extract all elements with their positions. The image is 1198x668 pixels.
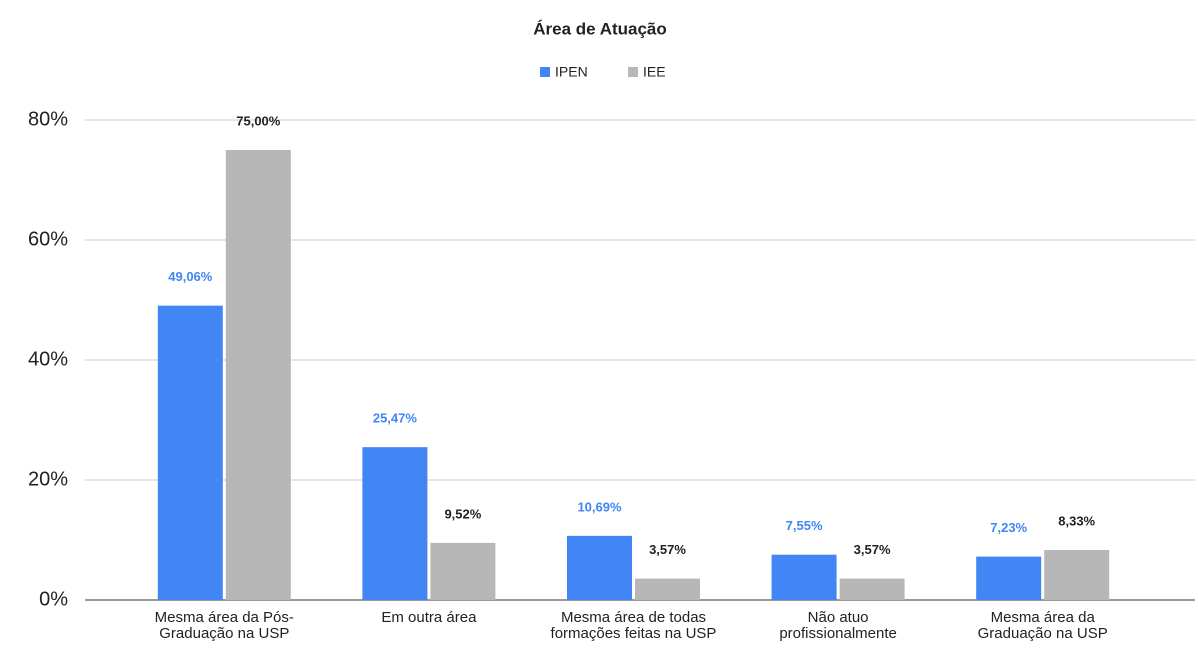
y-tick-label: 40% [28, 348, 68, 370]
y-tick-label: 60% [28, 228, 68, 250]
data-label: 3,57% [854, 542, 891, 557]
data-label: 10,69% [577, 499, 622, 514]
data-label: 75,00% [236, 113, 281, 128]
data-label: 25,47% [373, 411, 418, 426]
x-tick-label: Mesma área da Pós-Graduação na USP [154, 609, 294, 642]
legend-label: IEE [643, 64, 666, 80]
data-label: 7,55% [786, 518, 823, 533]
bar [976, 556, 1042, 600]
bar [362, 447, 428, 600]
x-tick-label: Não atuo profissionalmente [779, 609, 897, 642]
data-label: 49,06% [168, 269, 213, 284]
bar [1044, 550, 1110, 600]
y-tick-label: 20% [28, 468, 68, 490]
legend-swatch [540, 67, 550, 77]
data-label: 9,52% [444, 506, 481, 521]
bar [839, 578, 905, 600]
data-label: 8,33% [1058, 513, 1095, 528]
bar [430, 542, 496, 600]
data-label: 7,23% [990, 520, 1027, 535]
y-tick-label: 80% [28, 108, 68, 130]
data-label: 3,57% [649, 542, 686, 557]
legend-label: IPEN [555, 64, 588, 80]
bar [567, 535, 632, 600]
legend-swatch [628, 67, 638, 77]
y-tick-label: 0% [39, 588, 68, 610]
bar [771, 554, 837, 600]
x-tick-label: Mesma área da Graduação na USP [977, 609, 1108, 642]
x-tick-label: Mesma área de todas formações feitas na … [550, 609, 717, 642]
bar [225, 150, 291, 600]
chart-title: Área de Atuação [533, 19, 667, 38]
x-tick-label: Em outra área [381, 609, 477, 626]
bar [157, 305, 223, 600]
bar [635, 578, 700, 600]
